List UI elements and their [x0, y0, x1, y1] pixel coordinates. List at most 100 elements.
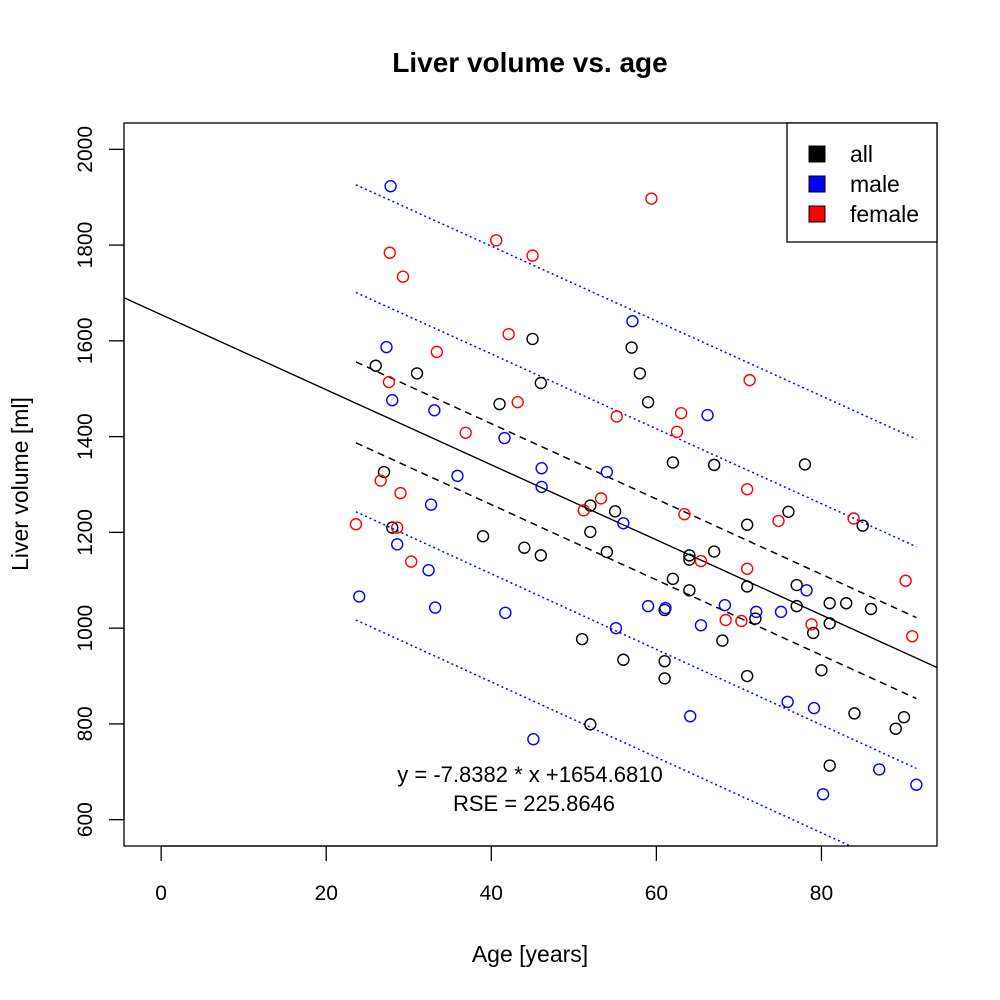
point-male — [535, 480, 548, 494]
legend-swatch-male — [808, 175, 826, 193]
point-all — [707, 545, 721, 558]
point-male — [498, 431, 511, 445]
point-all — [889, 722, 902, 735]
regression-rse: RSE = 225.8646 — [453, 791, 615, 816]
point-male — [774, 605, 788, 619]
legend-swatch-female — [808, 205, 826, 223]
point-male — [626, 315, 639, 328]
point-all — [856, 519, 869, 532]
point-female — [405, 555, 418, 568]
x-tick-label: 20 — [315, 882, 338, 905]
regression-equation: y = -7.8382 * x +1654.6810 — [397, 762, 662, 787]
point-all — [798, 458, 812, 471]
point-all — [534, 549, 548, 562]
point-female — [694, 554, 708, 568]
legend-swatch-all — [808, 145, 826, 163]
point-all — [782, 505, 795, 518]
point-all — [608, 505, 622, 518]
point-female — [430, 345, 444, 359]
point-male — [641, 599, 655, 613]
point-female — [610, 410, 623, 423]
point-all — [749, 612, 762, 625]
point-male — [807, 701, 821, 715]
point-all — [740, 580, 754, 593]
point-male — [718, 598, 732, 612]
point-male — [384, 180, 397, 193]
point-male — [684, 710, 697, 723]
point-male — [694, 619, 708, 632]
y-tick-label: 1800 — [74, 222, 97, 269]
point-female — [396, 270, 410, 283]
x-tick-label: 0 — [155, 882, 167, 905]
point-female — [719, 613, 732, 627]
point-all — [518, 541, 531, 554]
regression-fit-line — [124, 297, 937, 669]
point-female — [670, 425, 684, 439]
point-all — [617, 653, 630, 666]
point-all — [666, 456, 680, 469]
y-tick-label: 1000 — [74, 605, 97, 652]
point-male — [353, 590, 366, 603]
point-all — [683, 553, 696, 566]
point-all — [897, 711, 911, 724]
point-all — [823, 617, 836, 630]
prediction-2SE-band-lower — [355, 619, 853, 846]
point-male — [380, 340, 393, 354]
point-all — [815, 664, 828, 677]
x-tick-label: 40 — [480, 882, 503, 905]
point-all — [584, 718, 597, 731]
point-female — [391, 521, 404, 534]
point-male — [422, 564, 435, 577]
point-female — [594, 492, 608, 505]
x-tick-label: 60 — [645, 882, 668, 905]
chart-title: Liver volume vs. age — [392, 47, 667, 78]
point-all — [740, 518, 754, 531]
point-all — [683, 584, 696, 597]
point-male — [391, 538, 404, 551]
point-male — [428, 601, 442, 614]
point-all — [600, 545, 614, 559]
point-female — [899, 574, 912, 587]
point-female — [772, 514, 785, 528]
point-all — [790, 578, 803, 592]
point-all — [823, 597, 836, 610]
legend-label-all: all — [850, 141, 873, 167]
point-all — [716, 634, 729, 647]
point-male — [424, 498, 438, 511]
point-female — [382, 375, 396, 389]
point-female — [740, 483, 754, 496]
point-female — [490, 234, 503, 247]
point-all — [848, 707, 861, 720]
point-female — [374, 474, 387, 487]
point-male — [659, 601, 672, 615]
y-tick-label: 800 — [74, 706, 97, 741]
point-all — [790, 599, 803, 613]
point-all — [369, 359, 382, 372]
point-female — [526, 249, 539, 262]
point-all — [864, 602, 878, 616]
y-tick-label: 1400 — [74, 413, 97, 460]
x-tick-label: 80 — [810, 882, 833, 905]
point-all — [575, 632, 589, 646]
point-female — [847, 512, 860, 525]
point-all — [534, 376, 548, 390]
point-all — [658, 672, 671, 685]
point-female — [735, 614, 748, 628]
point-male — [535, 462, 548, 475]
point-all — [476, 530, 490, 543]
plot-frame — [123, 122, 938, 847]
y-tick-label: 2000 — [74, 126, 97, 173]
point-all — [840, 597, 853, 610]
point-female — [577, 504, 590, 517]
point-all — [666, 572, 680, 586]
legend-label-female: female — [850, 201, 919, 227]
point-male — [910, 778, 923, 791]
point-all — [740, 669, 754, 683]
y-tick-label: 600 — [74, 802, 97, 837]
prediction-1SE-band-lower — [355, 511, 917, 770]
point-male — [617, 517, 630, 530]
point-female — [674, 406, 688, 420]
point-female — [349, 518, 363, 531]
point-male — [499, 606, 512, 620]
point-male — [386, 394, 399, 407]
